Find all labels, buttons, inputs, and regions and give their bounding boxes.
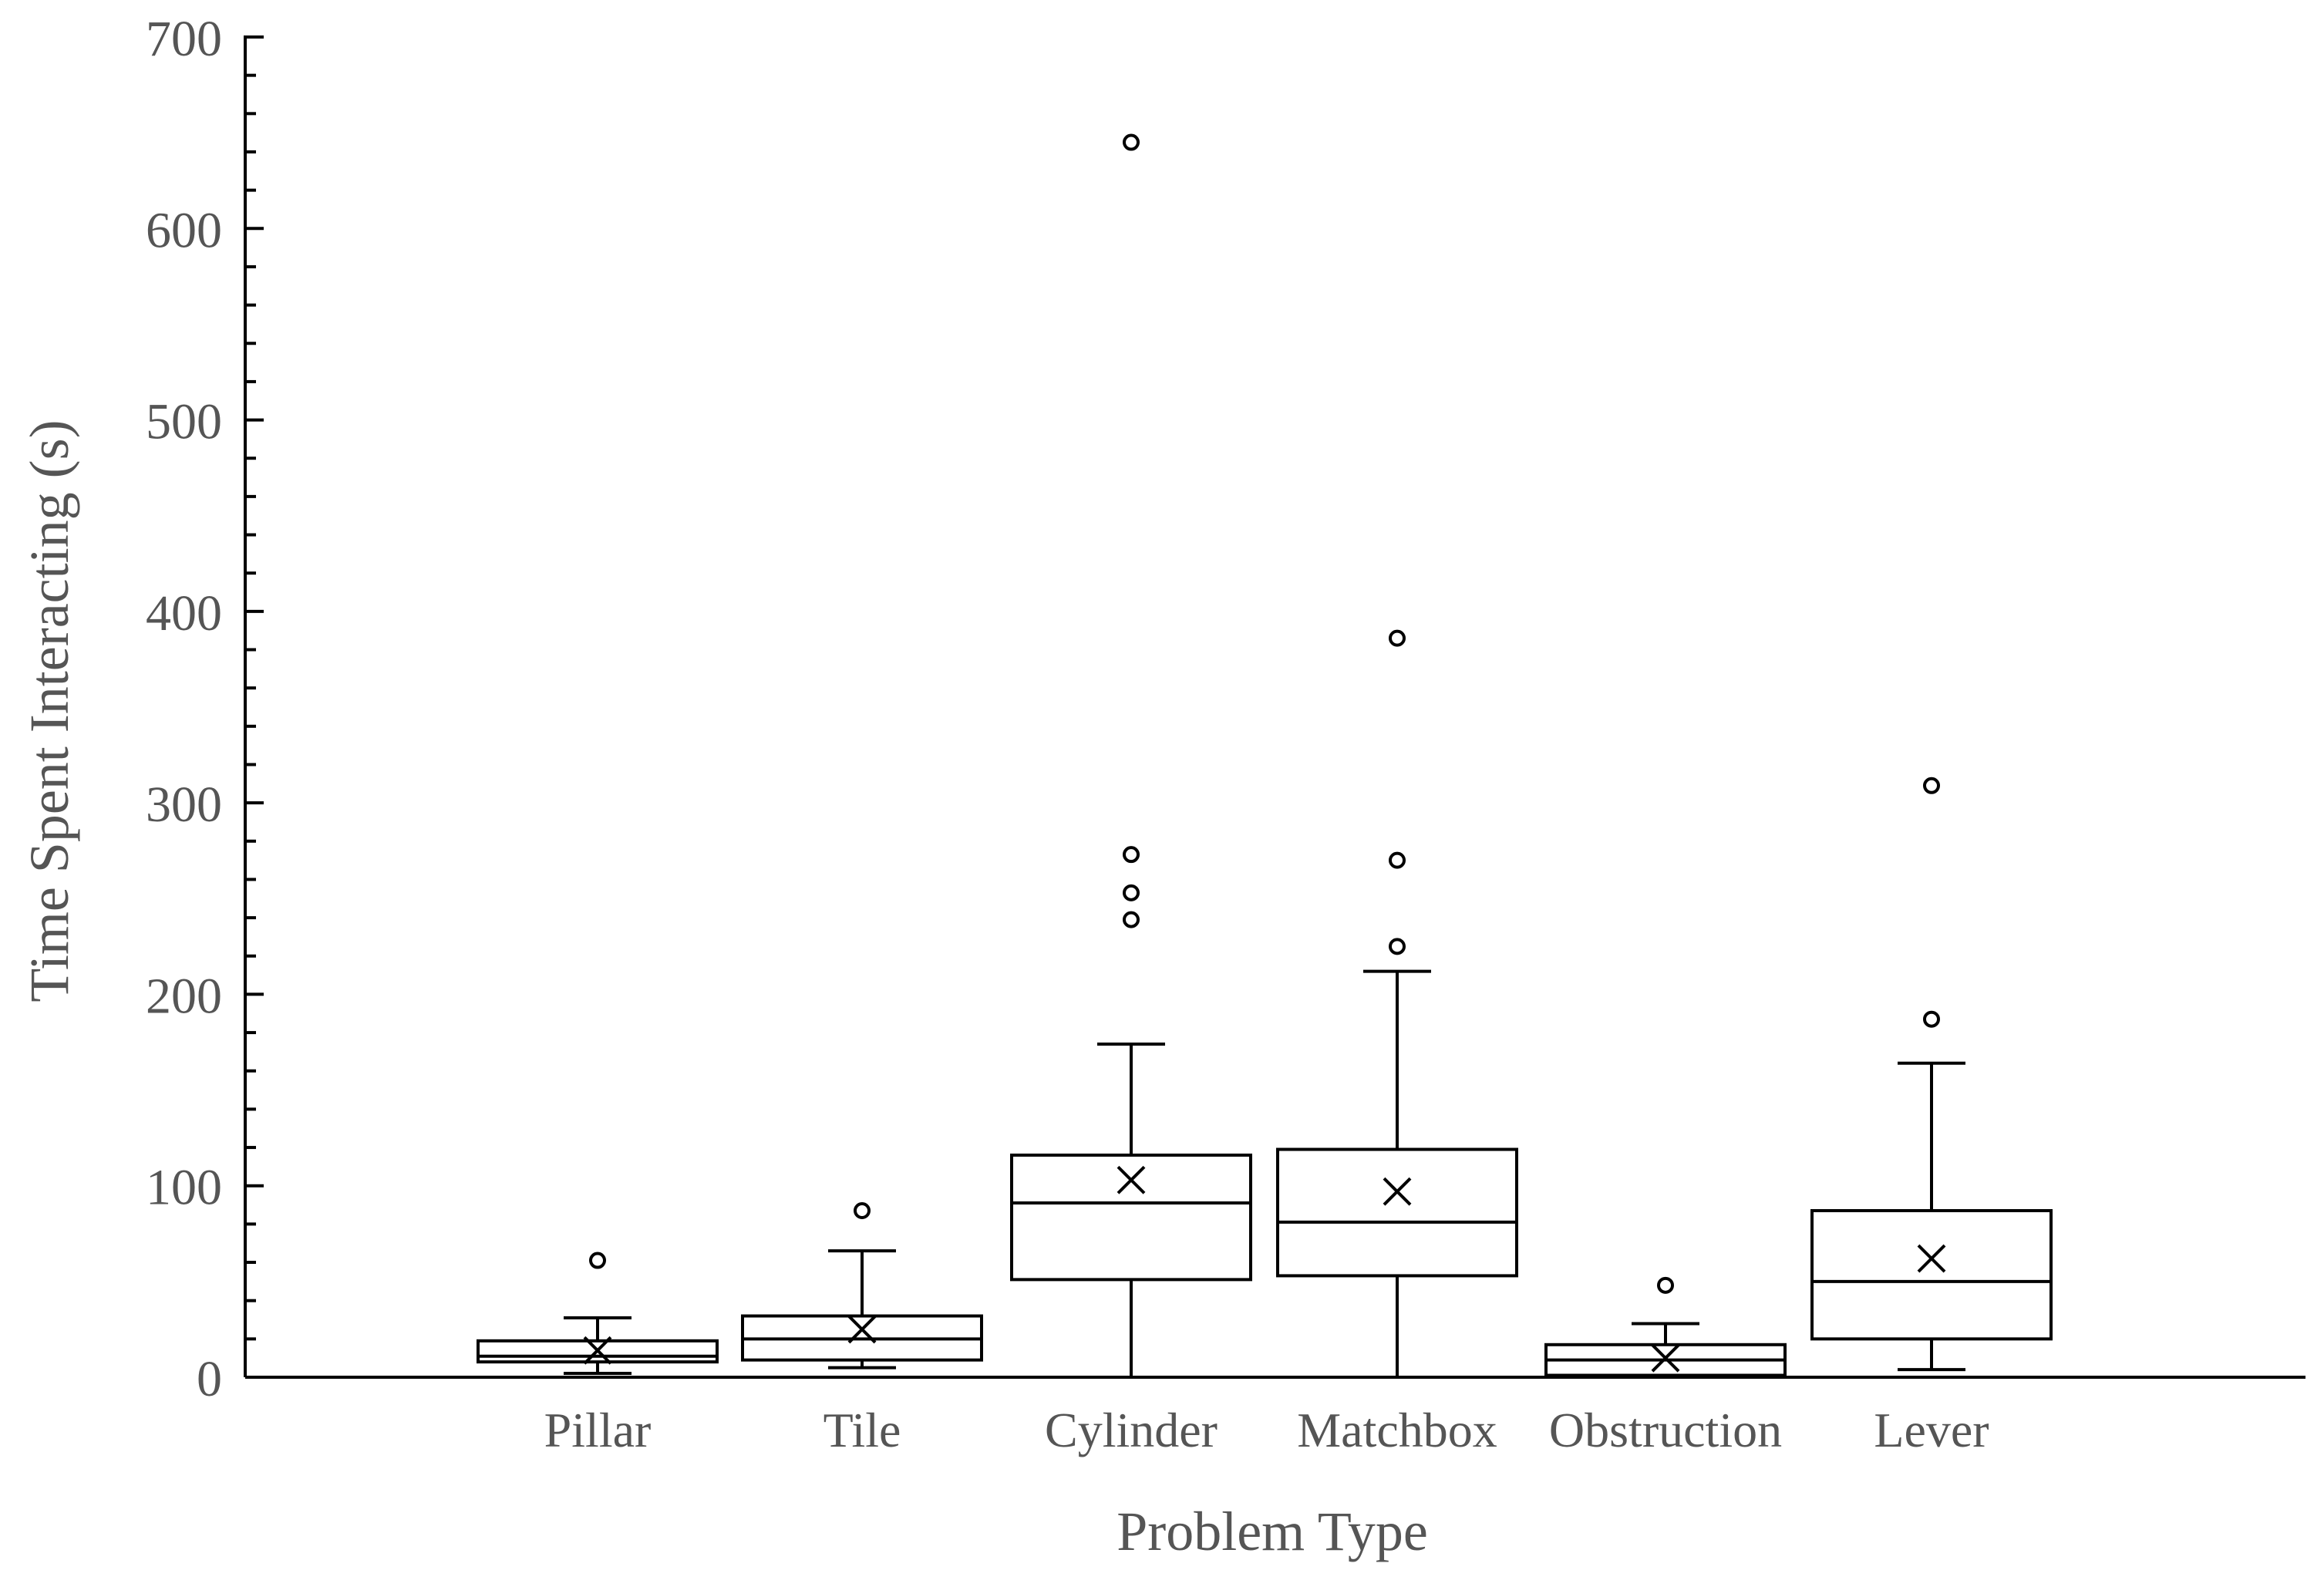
y-tick-label: 200 xyxy=(146,968,222,1024)
y-axis-title: Time Spent Interacting (s) xyxy=(19,419,80,1002)
y-tick-label: 100 xyxy=(146,1160,222,1216)
x-tick-label: Cylinder xyxy=(1045,1403,1218,1457)
outlier-point xyxy=(1389,851,1406,869)
mean-marker xyxy=(1383,1177,1412,1206)
box-matchbox xyxy=(1276,629,1518,1379)
axes: 0 100 200 300 400 500 600 700 Pillar Tile Cylinder… xyxy=(146,11,2305,1457)
box-series xyxy=(477,133,2053,1379)
y-tick-label: 300 xyxy=(146,777,222,833)
y-tick-label: 600 xyxy=(146,202,222,258)
outlier-point xyxy=(589,1252,606,1269)
mean-marker xyxy=(1651,1343,1680,1373)
box-iqr xyxy=(1810,1208,2053,1341)
mean-marker xyxy=(847,1315,877,1344)
outlier-point xyxy=(854,1201,871,1219)
x-tick-label: Obstruction xyxy=(1549,1403,1782,1457)
y-tick-label: 400 xyxy=(146,585,222,642)
y-tick-label: 700 xyxy=(146,11,222,67)
x-tick-label: Tile xyxy=(824,1403,901,1457)
x-axis-title: Problem Type xyxy=(1117,1501,1428,1562)
outlier-point xyxy=(1389,938,1406,955)
outlier-point xyxy=(1123,133,1140,151)
y-tick-label: 0 xyxy=(197,1351,222,1407)
outlier-point xyxy=(1123,911,1140,928)
box-pillar xyxy=(477,1252,719,1376)
outlier-point xyxy=(1657,1276,1674,1294)
y-tick-label: 500 xyxy=(146,394,222,450)
x-tick-label: Lever xyxy=(1874,1403,1989,1457)
box-iqr xyxy=(477,1339,719,1364)
outlier-point xyxy=(1923,777,1940,794)
outlier-point xyxy=(1923,1010,1940,1028)
box-obstruction xyxy=(1544,1276,1787,1379)
x-tick-label: Pillar xyxy=(544,1403,652,1457)
mean-marker xyxy=(1917,1244,1946,1273)
outlier-point xyxy=(1123,846,1140,864)
mean-marker xyxy=(583,1336,612,1365)
box-tile xyxy=(741,1201,983,1370)
box-lever xyxy=(1810,777,2053,1372)
box-iqr xyxy=(1010,1153,1252,1282)
x-tick-label: Matchbox xyxy=(1297,1403,1497,1457)
mean-marker xyxy=(1117,1165,1146,1194)
box-cylinder xyxy=(1010,133,1252,1379)
box-iqr xyxy=(1276,1147,1518,1278)
outlier-point xyxy=(1389,629,1406,647)
outlier-point xyxy=(1123,884,1140,901)
